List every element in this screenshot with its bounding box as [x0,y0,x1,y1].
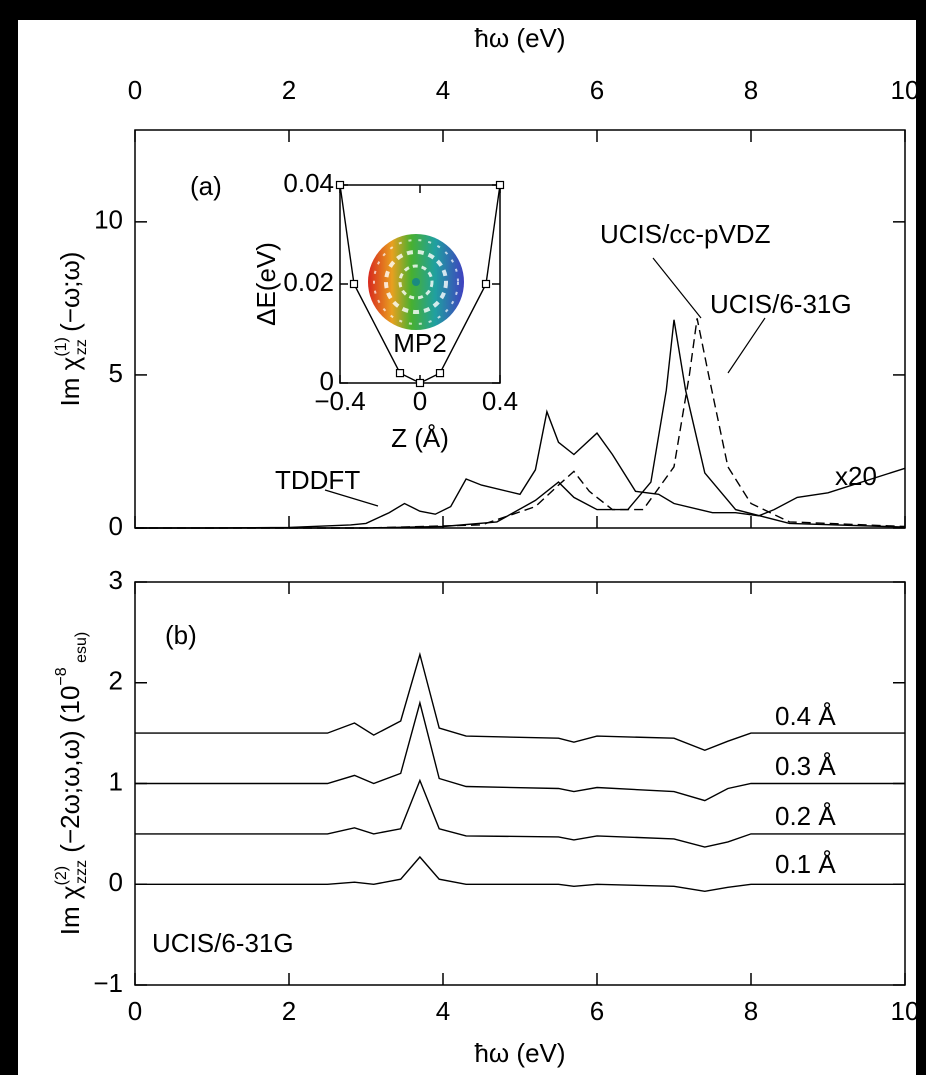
x-tick-label: 0 [413,386,427,416]
x-tick-label: 6 [590,75,604,105]
x-tick-label: 0 [128,996,142,1026]
x-axis-label: Z (Å) [391,423,449,453]
y-tick-label: 2 [109,666,123,696]
annotation: UCIS/6-31G [152,928,294,958]
series-line [135,409,906,529]
series-label: 0.4 Å [775,701,836,731]
data-point [481,279,491,289]
x-tick-label: 2 [282,996,296,1026]
x-tick-label: 4 [436,75,450,105]
y-axis-label-part: (−ω;ω) [55,252,85,340]
data-point [335,180,345,190]
annotation: MP2 [393,328,446,358]
x-tick-label: 0.4 [482,386,518,416]
x-tick-label: 0 [128,75,142,105]
y-axis-label-part: esu) [73,632,90,668]
plot-frame [134,129,906,529]
annotation: (b) [165,620,197,650]
data-point [495,180,505,190]
data-point [349,279,359,289]
series-line [135,318,906,529]
y-tick-label: 0.02 [283,267,334,297]
y-tick-label: 1 [109,766,123,796]
x-tick-label: 10 [891,996,920,1026]
y-tick-label: 0 [109,511,123,541]
annotation: x20 [835,461,877,491]
y-axis-label-part: (1) [53,337,70,357]
series-label: 0.1 Å [775,849,836,879]
series-line [135,700,905,802]
x-tick-label: 8 [744,996,758,1026]
series-line [135,651,905,752]
molecule-illustration [368,234,464,330]
y-axis-label-part: −8 [53,667,70,685]
y-axis-label-part: zzz [73,860,90,884]
data-point [415,378,425,388]
x-axis-label: ħω (eV) [474,23,565,53]
x-tick-label: 4 [436,996,450,1026]
annotation-leaders [324,257,766,507]
y-axis-label-part: Im χ [55,885,85,935]
annotation: (a) [190,171,222,201]
panel: −0.4 0 0.400.020.04Z (Å)ΔE(eV)MP2 [251,168,518,453]
y-axis-label: Im χ(2) zzz (−2ω;ω,ω) (10−8 esu) [53,632,90,936]
y-axis-label-part: Im χ [55,356,85,406]
figure-background [18,20,916,1075]
y-axis-label: Im χ(1) zz (−ω;ω) [53,252,90,407]
series-label: 0.2 Å [775,801,836,831]
x-tick-label: 6 [590,996,604,1026]
x-tick-label: 8 [744,75,758,105]
y-tick-label: 5 [109,358,123,388]
y-tick-label: 0 [320,366,334,396]
series-label: TDDFT [275,465,360,495]
series-label: UCIS/6-31G [710,289,852,319]
y-tick-label: 0.04 [283,168,334,198]
y-axis-label-part: (2) [53,866,70,886]
y-axis-label: ΔE(eV) [251,242,281,326]
y-axis-label-part: (−2ω;ω,ω) (10 [55,686,85,860]
series-line [135,855,905,893]
y-tick-label: 0 [109,867,123,897]
x-axis-label: ħω (eV) [474,1038,565,1068]
x-tick-label: 2 [282,75,296,105]
series-label: 0.3 Å [775,751,836,781]
series-line [135,778,905,848]
series-label: UCIS/cc-pVDZ [600,219,771,249]
x-tick-label: −0.4 [314,386,365,416]
panel: 0 2 4 6 8 10 0 5 10 ħω (eV) Im χ(1) zz (−ω;ω) TDDFT U… [53,23,919,541]
x-tick-label: 10 [891,75,920,105]
y-tick-label: −1 [93,968,123,998]
y-tick-label: 10 [94,205,123,235]
data-point [395,369,405,378]
data-point [435,369,445,378]
y-tick-label: 3 [109,565,123,595]
y-axis-label-part: zz [73,339,90,355]
